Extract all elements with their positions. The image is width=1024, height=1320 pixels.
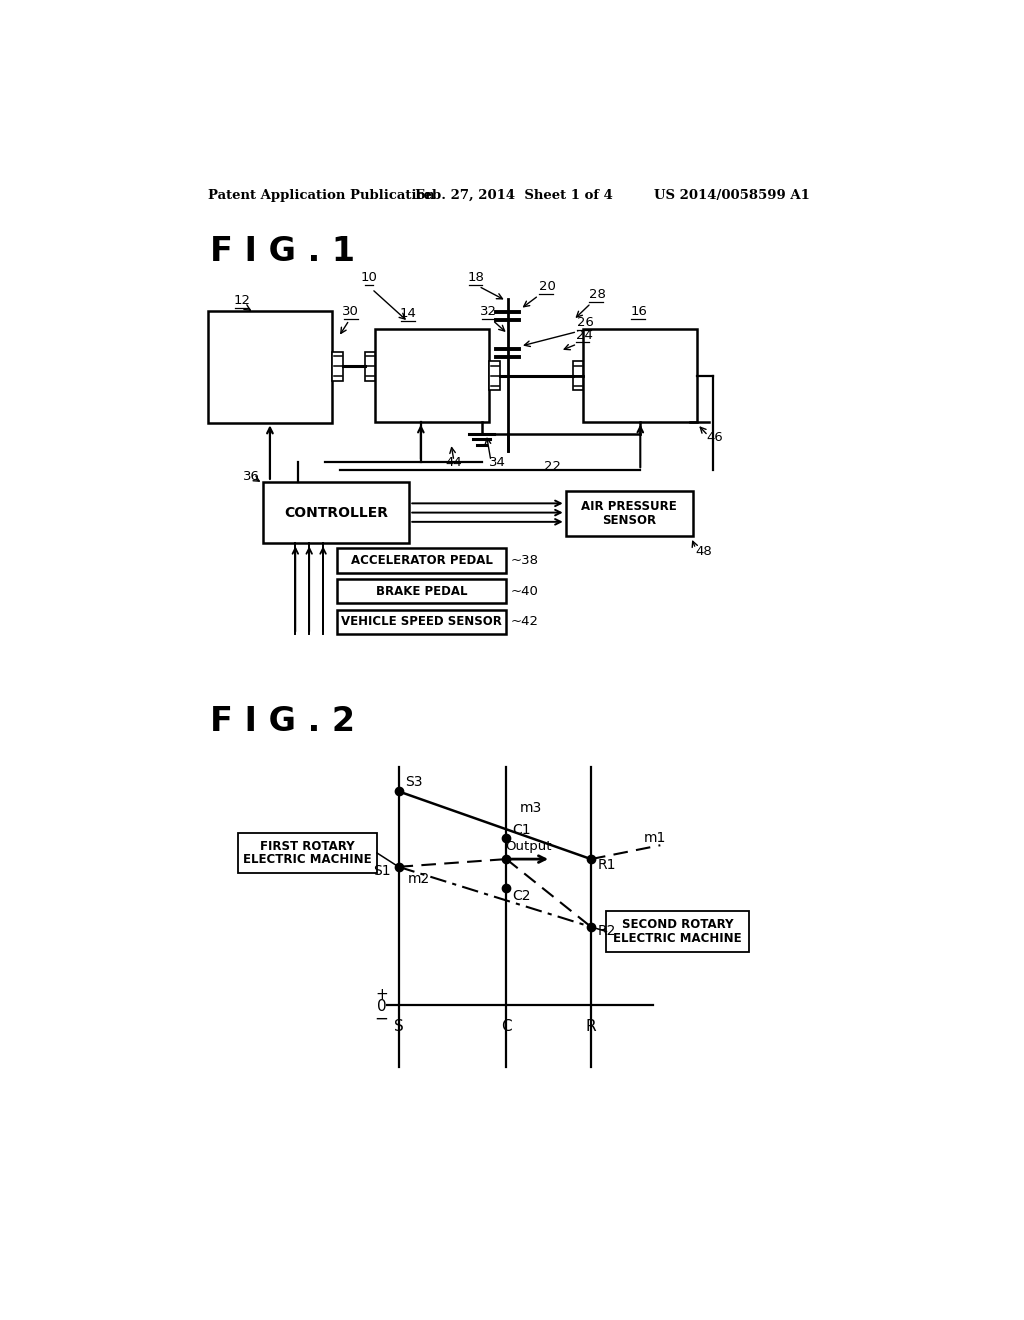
- Text: R1: R1: [597, 858, 615, 873]
- Text: SENSOR: SENSOR: [602, 513, 655, 527]
- Text: Output: Output: [505, 840, 551, 853]
- Bar: [337, 578, 506, 603]
- Text: R2: R2: [597, 924, 615, 937]
- Text: Feb. 27, 2014  Sheet 1 of 4: Feb. 27, 2014 Sheet 1 of 4: [416, 189, 613, 202]
- Bar: [365, 351, 376, 381]
- Bar: [208, 312, 333, 422]
- Text: 14: 14: [399, 308, 416, 321]
- Text: VEHICLE SPEED SENSOR: VEHICLE SPEED SENSOR: [341, 615, 502, 628]
- Text: AIR PRESSURE: AIR PRESSURE: [581, 500, 677, 513]
- Text: 36: 36: [243, 470, 260, 483]
- Bar: [606, 911, 749, 952]
- Text: 24: 24: [575, 329, 593, 342]
- Bar: [337, 548, 506, 573]
- Text: 10: 10: [360, 271, 378, 284]
- Text: 12: 12: [233, 294, 251, 308]
- Text: F I G . 2: F I G . 2: [210, 705, 355, 738]
- Text: 28: 28: [589, 288, 605, 301]
- Text: ~38: ~38: [510, 554, 539, 566]
- Text: +: +: [375, 987, 388, 1002]
- Bar: [565, 491, 692, 536]
- Text: R: R: [586, 1019, 596, 1035]
- Text: SECOND ROTARY: SECOND ROTARY: [622, 917, 733, 931]
- Text: 18: 18: [467, 271, 484, 284]
- Text: Patent Application Publication: Patent Application Publication: [208, 189, 434, 202]
- Text: S3: S3: [404, 775, 422, 789]
- Text: 20: 20: [539, 280, 556, 293]
- Text: 32: 32: [480, 305, 497, 318]
- Text: US 2014/0058599 A1: US 2014/0058599 A1: [654, 189, 810, 202]
- Text: ELECTRIC MACHINE: ELECTRIC MACHINE: [613, 932, 741, 945]
- Text: F I G . 1: F I G . 1: [210, 235, 355, 268]
- Bar: [337, 610, 506, 635]
- Text: m3: m3: [520, 801, 543, 816]
- Text: 46: 46: [707, 430, 723, 444]
- Text: S1: S1: [373, 863, 391, 878]
- Text: FIRST ROTARY: FIRST ROTARY: [260, 840, 355, 853]
- Text: S: S: [393, 1019, 403, 1035]
- Text: ~42: ~42: [510, 615, 539, 628]
- Bar: [572, 360, 584, 391]
- Text: 34: 34: [489, 455, 506, 469]
- Bar: [376, 330, 489, 422]
- Text: BRAKE PEDAL: BRAKE PEDAL: [376, 585, 467, 598]
- Text: m1: m1: [643, 830, 666, 845]
- Text: −: −: [375, 1010, 388, 1027]
- Text: 44: 44: [445, 455, 462, 469]
- Text: CONTROLLER: CONTROLLER: [284, 506, 388, 520]
- Text: m2: m2: [408, 873, 430, 886]
- Bar: [489, 360, 500, 391]
- Text: 26: 26: [578, 317, 594, 330]
- Text: 48: 48: [695, 545, 712, 557]
- Text: ~40: ~40: [510, 585, 538, 598]
- Text: 22: 22: [544, 459, 561, 473]
- Text: 0: 0: [377, 999, 386, 1015]
- Text: ELECTRIC MACHINE: ELECTRIC MACHINE: [244, 853, 372, 866]
- Text: C2: C2: [512, 890, 531, 903]
- Bar: [239, 833, 377, 873]
- Text: C1: C1: [512, 822, 531, 837]
- Text: ACCELERATOR PEDAL: ACCELERATOR PEDAL: [350, 554, 493, 566]
- Bar: [263, 482, 410, 544]
- Text: 30: 30: [342, 305, 359, 318]
- Text: C: C: [501, 1019, 512, 1035]
- Bar: [333, 351, 343, 381]
- Bar: [584, 330, 697, 422]
- Text: 16: 16: [631, 305, 648, 318]
